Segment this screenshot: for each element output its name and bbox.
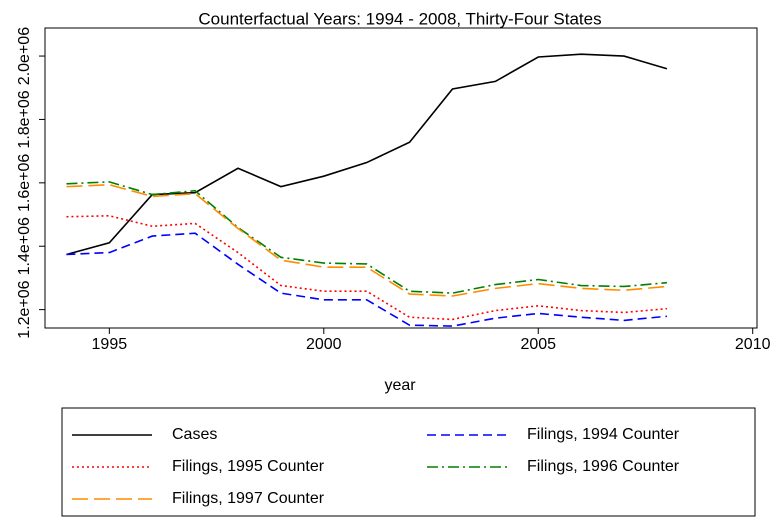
series-line	[66, 232, 668, 327]
y-tick-label: 2.0e+06	[16, 27, 33, 85]
y-tick-label: 1.8e+06	[16, 90, 33, 148]
series-line	[66, 214, 667, 321]
y-tick-label: 1.2e+06	[16, 280, 33, 338]
x-axis-label: year	[384, 377, 416, 394]
legend-label: Cases	[172, 426, 217, 443]
x-tick-label: 2000	[306, 336, 342, 353]
series-line	[66, 183, 667, 297]
x-tick-label: 1995	[92, 336, 128, 353]
series-line	[66, 181, 667, 294]
legend-label: Filings, 1997 Counter	[172, 490, 325, 507]
legend-label: Filings, 1994 Counter	[527, 426, 680, 443]
x-tick-label: 2005	[520, 336, 556, 353]
legend-box	[61, 407, 756, 517]
x-tick-label: 2010	[735, 336, 771, 353]
chart-title: Counterfactual Years: 1994 - 2008, Thirt…	[198, 9, 601, 28]
y-tick-label: 1.4e+06	[16, 217, 33, 275]
series-line	[66, 53, 668, 256]
legend-label: Filings, 1995 Counter	[172, 458, 325, 475]
plot-area	[44, 27, 758, 329]
legend-label: Filings, 1996 Counter	[527, 458, 680, 475]
y-tick-label: 1.6e+06	[16, 154, 33, 212]
